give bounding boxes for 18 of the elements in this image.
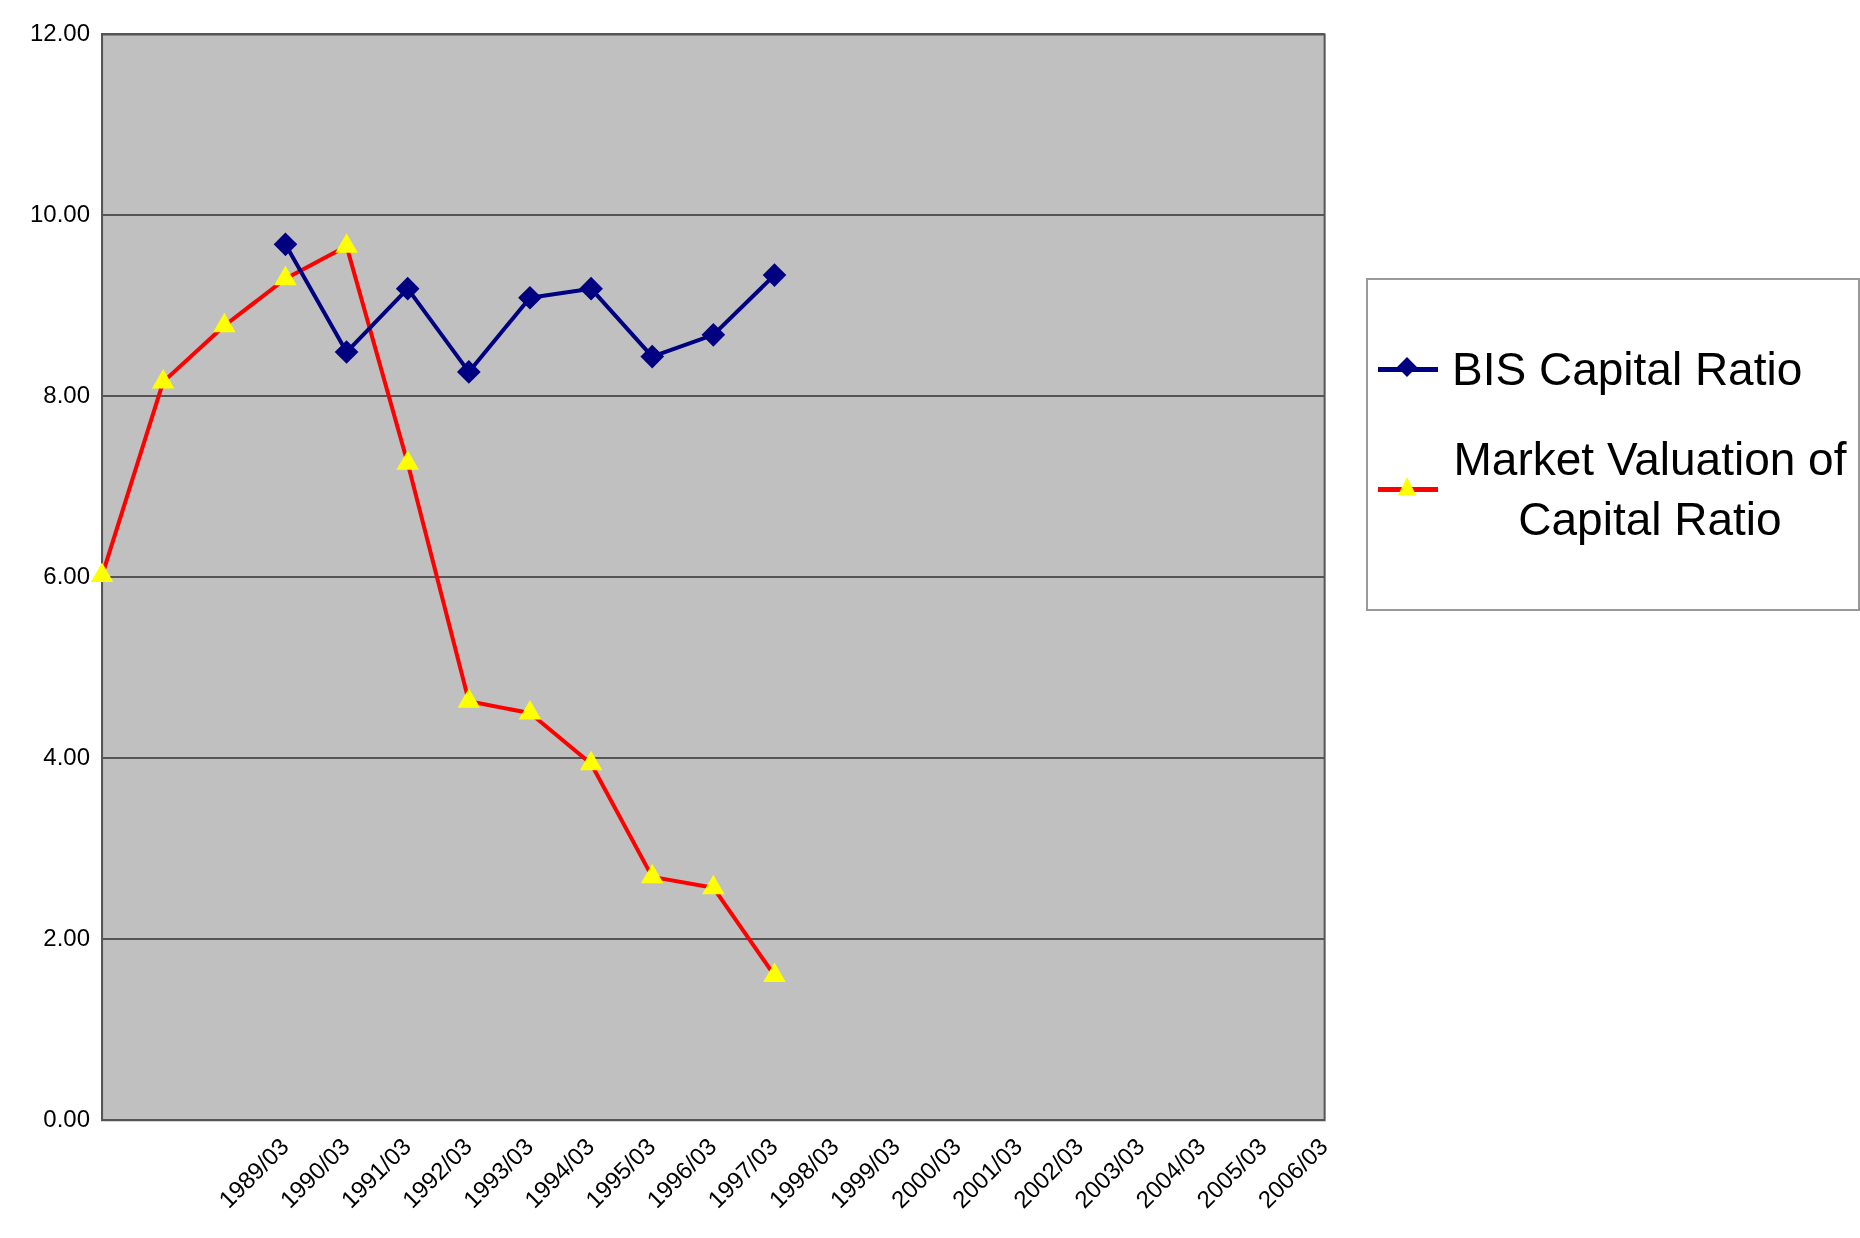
point xyxy=(396,277,419,300)
y-tick-label: 6.00 xyxy=(43,561,91,589)
legend-label: Market Valuation of Capital Ratio xyxy=(1452,431,1848,547)
point xyxy=(518,286,541,309)
point xyxy=(335,341,358,364)
y-tick-label: 12.00 xyxy=(30,19,91,47)
y-tick-label: 4.00 xyxy=(43,742,91,770)
point xyxy=(457,360,480,383)
point xyxy=(641,345,664,368)
y-tick-label: 0.00 xyxy=(43,1104,91,1132)
y-tick-label: 8.00 xyxy=(43,380,91,408)
point xyxy=(580,277,603,300)
y-tick-label: 2.00 xyxy=(43,923,91,951)
point xyxy=(274,233,297,256)
y-tick-label: 10.00 xyxy=(30,200,91,228)
legend-label: BIS Capital Ratio xyxy=(1452,342,1803,397)
point xyxy=(702,323,725,346)
point xyxy=(763,264,786,287)
